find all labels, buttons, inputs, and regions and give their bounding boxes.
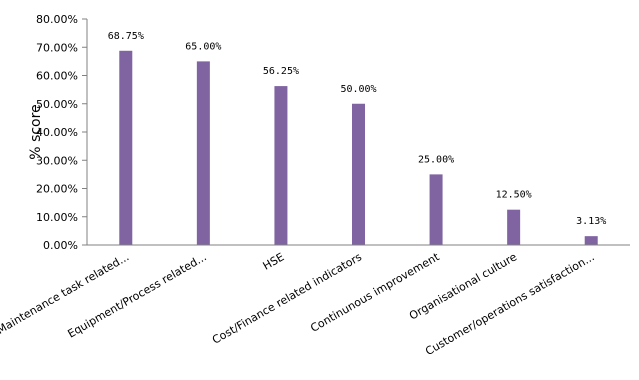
y-tick-label: 70.00% xyxy=(36,41,78,54)
y-tick-label: 0.00% xyxy=(43,239,78,252)
bar xyxy=(119,50,133,245)
bar xyxy=(196,61,210,245)
bar xyxy=(429,174,443,245)
category-label: Continunous improvement xyxy=(308,250,442,335)
data-label: 25.00% xyxy=(418,154,454,165)
bar xyxy=(507,209,521,245)
bar xyxy=(352,103,365,245)
data-labels: 68.75% 65.00% 56.25% 50.00% 25.00% 12.50% 3.13… xyxy=(108,31,607,227)
data-label: 65.00% xyxy=(185,41,221,52)
data-label: 56.25% xyxy=(263,66,299,77)
bar xyxy=(274,86,288,245)
y-tick-label: 60.00% xyxy=(36,70,78,83)
y-tick-label: 20.00% xyxy=(36,183,78,196)
y-axis-title: % score xyxy=(28,104,44,159)
category-label: Maintenance task related... xyxy=(0,250,131,336)
category-label: Cost/Finance related indicators xyxy=(210,250,364,347)
data-label: 12.50% xyxy=(496,190,532,201)
y-tick-label: 10.00% xyxy=(36,211,78,224)
data-label: 3.13% xyxy=(576,216,606,227)
y-tick-label: 30.00% xyxy=(36,154,78,167)
bar xyxy=(584,236,598,245)
y-axis-ticks: 0.00% 10.00% 20.00% 30.00% 40.00% 50.00% 60.00… xyxy=(36,13,87,252)
bars xyxy=(119,50,598,245)
y-tick-label: 40.00% xyxy=(36,126,78,139)
y-tick-label: 50.00% xyxy=(36,98,78,111)
data-label: 50.00% xyxy=(340,84,376,95)
category-label: Equipment/Process related... xyxy=(65,250,208,340)
category-labels: Maintenance task related...Equipment/Pro… xyxy=(0,250,597,358)
y-tick-label: 80.00% xyxy=(36,13,78,26)
data-label: 68.75% xyxy=(108,31,144,42)
category-label: HSE xyxy=(261,250,287,272)
